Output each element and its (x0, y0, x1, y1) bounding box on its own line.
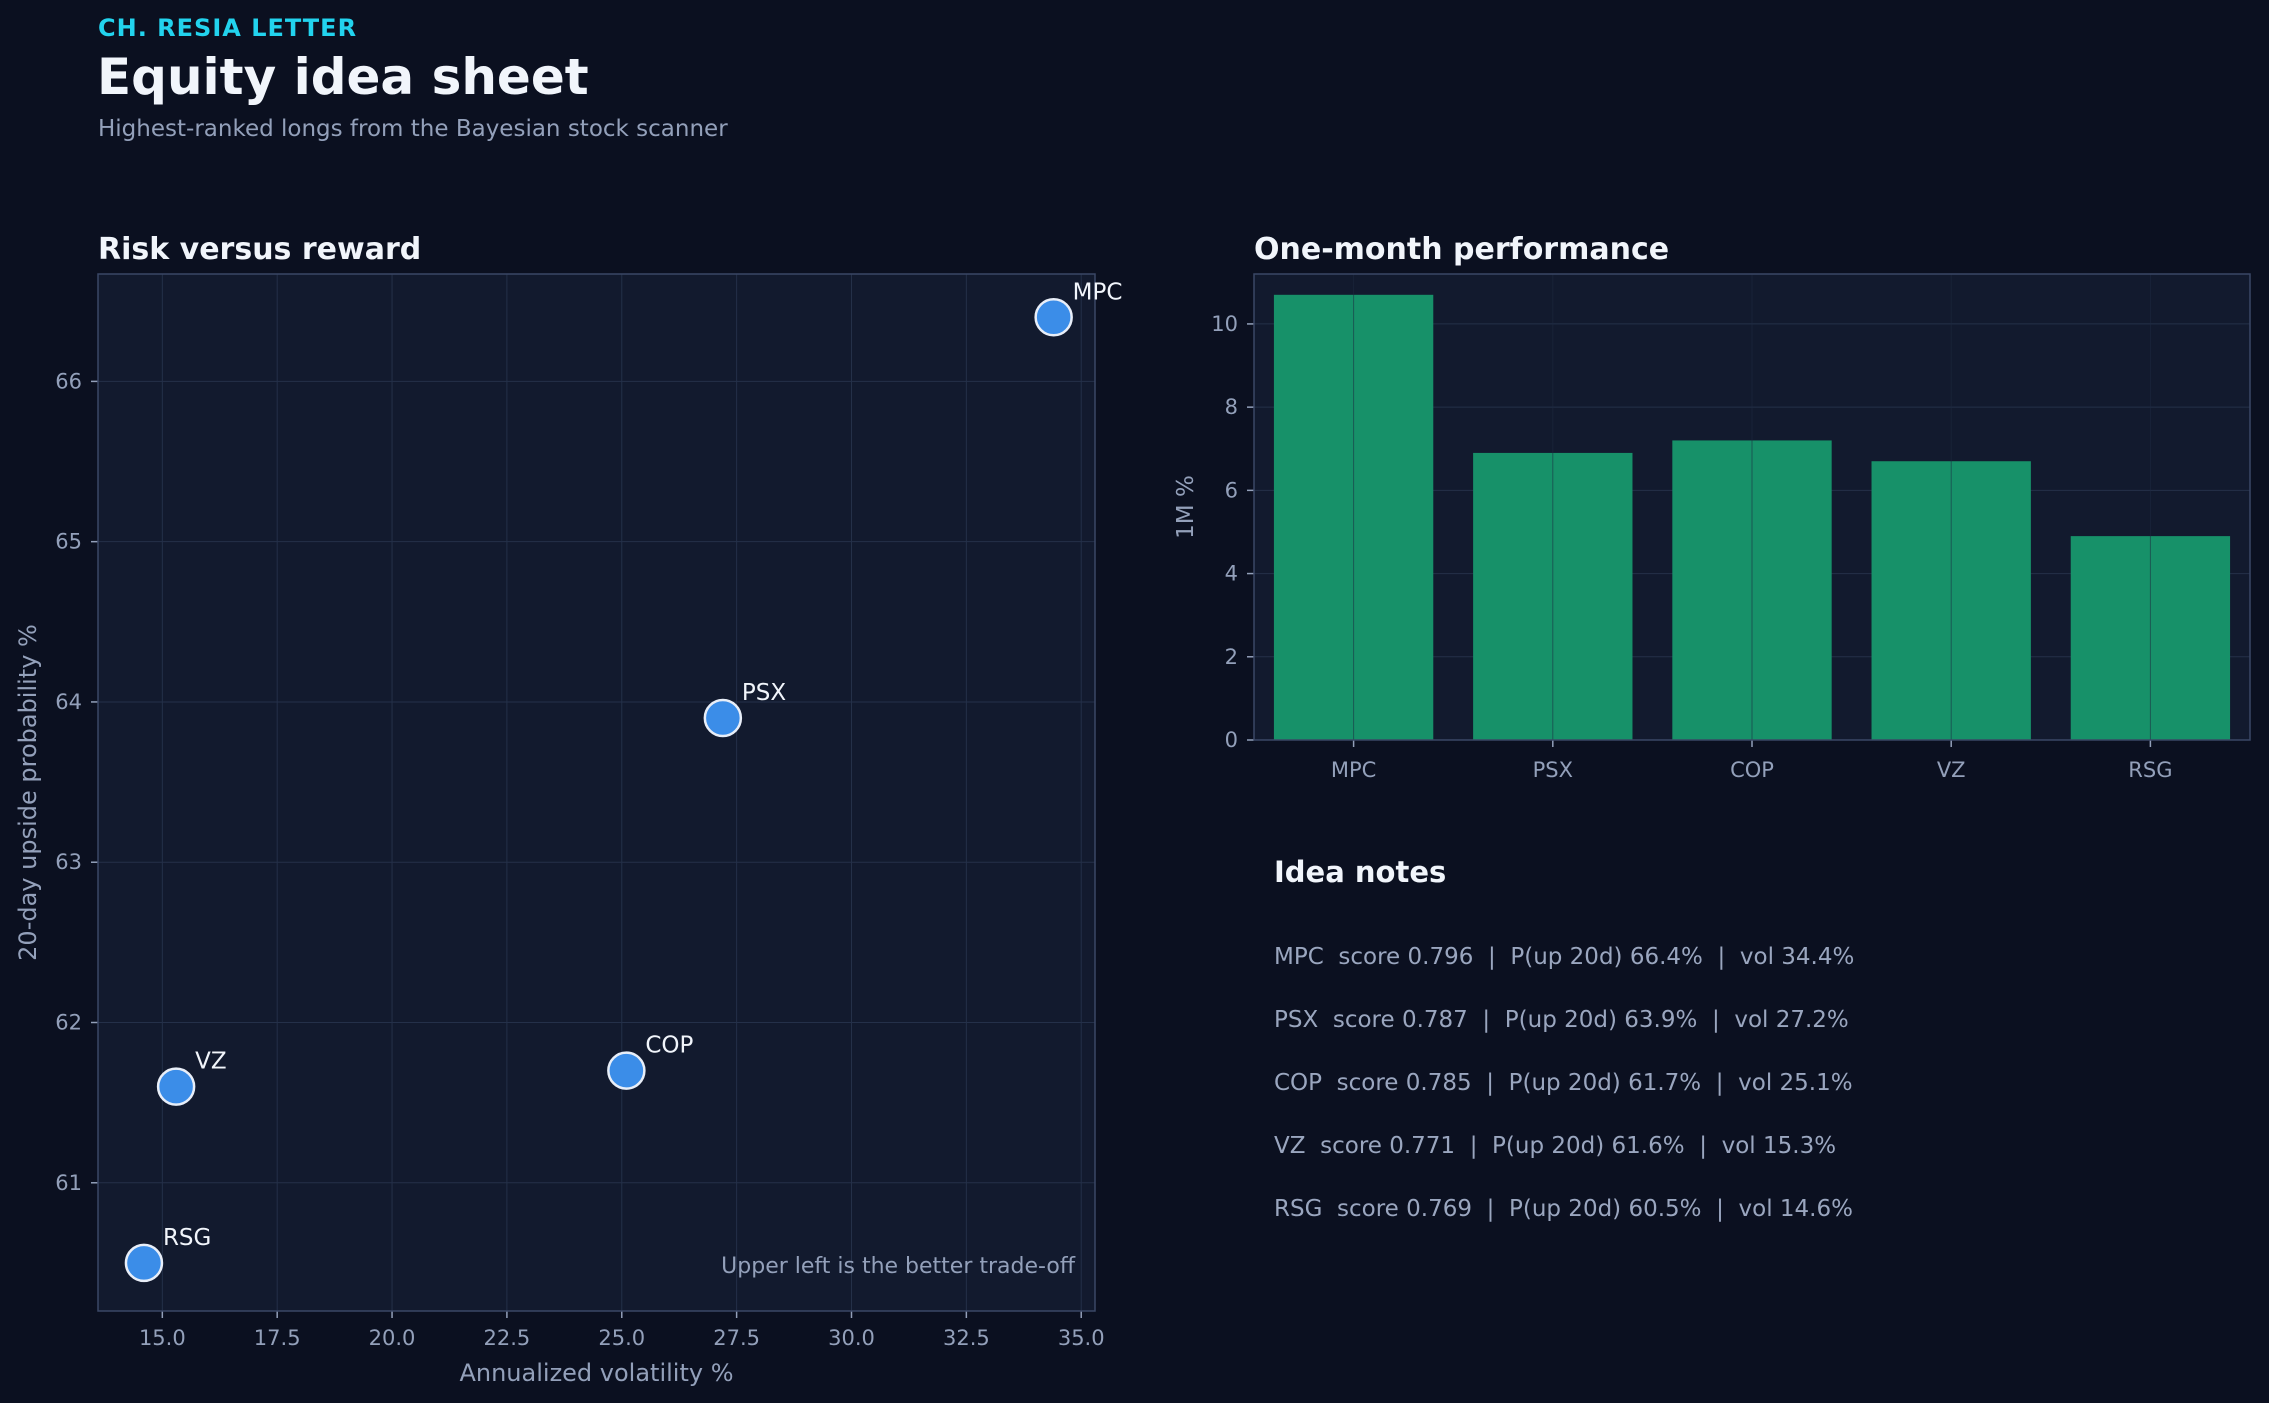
note-line-mpc: MPC score 0.796 | P(up 20d) 66.4% | vol … (1274, 944, 1855, 970)
page-subtitle: Highest-ranked longs from the Bayesian s… (98, 116, 728, 142)
x-tick-label: 32.5 (943, 1326, 990, 1350)
point-mpc (1034, 298, 1073, 337)
note-line-vz: VZ score 0.771 | P(up 20d) 61.6% | vol 1… (1274, 1133, 1837, 1159)
x-tick-label: 35.0 (1058, 1326, 1105, 1350)
eyebrow-label: CH. RESIA LETTER (98, 14, 358, 42)
y-tick-label: 64 (55, 690, 82, 714)
point-label-cop: COP (645, 1033, 693, 1059)
bar-chart-title: One-month performance (1254, 232, 1670, 267)
plot-border (97, 273, 1096, 1312)
y-tick-label: 4 (1225, 562, 1238, 586)
point-label-rsg: RSG (163, 1225, 211, 1251)
note-line-cop: COP score 0.785 | P(up 20d) 61.7% | vol … (1274, 1070, 1853, 1096)
x-tick-label: 22.5 (484, 1326, 531, 1350)
x-tick-label-psx: PSX (1533, 758, 1573, 782)
y-axis-label: 20-day upside probability % (14, 624, 42, 961)
y-tick-label: 61 (55, 1171, 82, 1195)
chart-annotation: Upper left is the better trade-off (721, 1254, 1076, 1279)
x-tick-label-cop: COP (1730, 758, 1774, 782)
note-line-psx: PSX score 0.787 | P(up 20d) 63.9% | vol … (1274, 1007, 1849, 1033)
point-cop (607, 1051, 646, 1090)
y-tick-label: 6 (1225, 478, 1238, 502)
y-tick-label: 66 (55, 369, 82, 393)
y-tick-label: 2 (1225, 645, 1238, 669)
point-label-vz: VZ (195, 1049, 227, 1075)
point-psx (703, 698, 743, 738)
page-title: Equity idea sheet (97, 48, 589, 106)
y-tick-label: 62 (55, 1010, 82, 1034)
y-tick-label: 8 (1225, 395, 1238, 419)
point-rsg (124, 1243, 164, 1283)
plot-border (1253, 273, 2251, 741)
point-label-psx: PSX (742, 680, 786, 706)
x-tick-label: 20.0 (369, 1326, 416, 1350)
point-label-mpc: MPC (1073, 279, 1123, 305)
x-tick-label: 25.0 (598, 1326, 645, 1350)
x-tick-label: 27.5 (713, 1326, 760, 1350)
y-tick-label: 10 (1211, 312, 1238, 336)
plot-area (98, 274, 1095, 1311)
point-vz (156, 1067, 196, 1106)
x-tick-label-rsg: RSG (2128, 758, 2172, 782)
scatter-chart: 15.0 17.5 20.0 22.5 25.0 27.5 30.0 32.5 35.0 61 62… (14, 273, 1123, 1387)
x-tick-label-mpc: MPC (1331, 758, 1376, 782)
notes-title: Idea notes (1274, 855, 1447, 889)
x-tick-label: 30.0 (828, 1326, 875, 1350)
y-tick-label: 63 (55, 850, 82, 874)
x-tick-label-vz: VZ (1937, 758, 1966, 782)
x-axis-label: Annualized volatility % (459, 1359, 733, 1387)
y-tick-label: 0 (1225, 728, 1238, 752)
y-tick-label: 65 (55, 530, 82, 554)
y-axis-label: 1M % (1173, 475, 1199, 539)
x-tick-label: 17.5 (254, 1326, 301, 1350)
bar-chart: 0 2 4 6 8 10 MPC PSX COP VZ RSG 1M % (1173, 273, 2251, 782)
x-tick-label: 15.0 (139, 1326, 186, 1350)
scatter-chart-title: Risk versus reward (98, 232, 422, 267)
note-line-rsg: RSG score 0.769 | P(up 20d) 60.5% | vol … (1274, 1196, 1853, 1222)
